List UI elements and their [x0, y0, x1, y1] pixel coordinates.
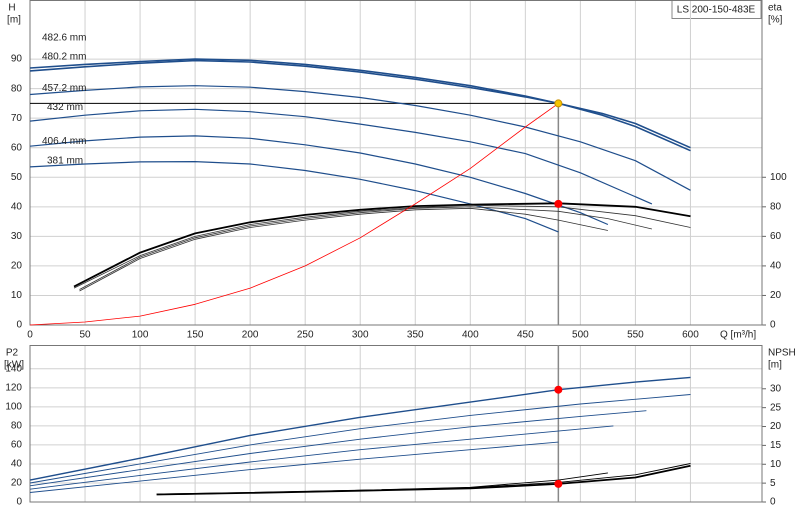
curve [29, 108, 653, 205]
curve-label: 406.4 mm [42, 136, 86, 147]
x-tick-label: 500 [572, 330, 589, 341]
curve [73, 204, 691, 289]
y2-tick-label: 80 [770, 201, 782, 212]
y2-axis-unit: [%] [768, 15, 783, 26]
y-tick-label: 0 [16, 497, 22, 508]
x-tick-label: 100 [132, 330, 149, 341]
curve [29, 59, 691, 152]
x-tick-label: 450 [517, 330, 534, 341]
y-tick-label: 140 [5, 363, 22, 374]
curve-label: 381 mm [47, 156, 83, 167]
curve-label: 480.2 mm [42, 52, 86, 63]
y-tick-label: 40 [11, 201, 23, 212]
x-tick-label: 0 [27, 330, 33, 341]
y2-tick-label: 0 [770, 320, 776, 331]
curve [29, 85, 691, 191]
y-tick-label: 80 [11, 421, 23, 432]
operating-point [554, 479, 563, 488]
y-tick-label: 40 [11, 459, 23, 470]
operating-point [554, 199, 563, 208]
y-tick-label: 60 [11, 142, 23, 153]
y2-axis-label: eta [768, 3, 782, 14]
plot-frame [29, 345, 763, 503]
y2-axis-unit: [m] [768, 360, 782, 371]
y2-axis-label: NPSH [768, 348, 796, 359]
x-tick-label: 300 [352, 330, 369, 341]
model-label: LS 200-150-483E [677, 5, 756, 16]
y2-tick-label: 0 [770, 497, 776, 508]
y-tick-label: 60 [11, 440, 23, 451]
y2-tick-label: 60 [770, 231, 782, 242]
y-axis-unit: [m] [7, 15, 21, 26]
y-tick-label: 20 [11, 478, 23, 489]
operating-point [554, 385, 563, 394]
y-tick-label: 100 [5, 401, 22, 412]
y2-tick-label: 40 [770, 261, 782, 272]
plot-frame [29, 0, 763, 326]
x-tick-label: 200 [242, 330, 259, 341]
y-tick-label: 20 [11, 261, 23, 272]
y2-tick-label: 5 [770, 478, 776, 489]
x-axis-label: Q [m³/h] [720, 330, 756, 341]
y-axis-label: P2 [6, 348, 19, 359]
y2-tick-label: 20 [770, 290, 782, 301]
x-tick-label: 400 [462, 330, 479, 341]
curve [73, 202, 691, 288]
x-tick-label: 600 [682, 330, 699, 341]
curve [29, 58, 691, 149]
y-tick-label: 50 [11, 172, 23, 183]
y-tick-label: 70 [11, 113, 23, 124]
x-tick-label: 150 [187, 330, 204, 341]
y2-tick-label: 30 [770, 383, 782, 394]
operating-point [554, 99, 563, 108]
curve [29, 410, 647, 487]
curve [79, 207, 608, 292]
y-tick-label: 80 [11, 83, 23, 94]
y2-tick-label: 15 [770, 440, 782, 451]
y-axis-label: H [8, 3, 15, 14]
y-tick-label: 10 [11, 290, 23, 301]
x-tick-label: 50 [79, 330, 91, 341]
x-tick-label: 250 [297, 330, 314, 341]
y2-tick-label: 25 [770, 402, 782, 413]
curve-label: 482.6 mm [42, 33, 86, 44]
curve-label: 457.2 mm [42, 83, 86, 94]
y2-tick-label: 10 [770, 459, 782, 470]
curve-label: 432 mm [47, 102, 83, 113]
y-tick-label: 0 [16, 320, 22, 331]
y-tick-label: 30 [11, 231, 23, 242]
x-tick-label: 350 [407, 330, 424, 341]
curve [79, 206, 652, 290]
curve [29, 376, 691, 481]
curve [173, 472, 608, 495]
y-axis-unit: [kW] [4, 360, 24, 371]
curve [29, 103, 559, 326]
curve [29, 161, 559, 233]
curve [29, 441, 559, 493]
curve [29, 135, 609, 226]
y-tick-label: 120 [5, 382, 22, 393]
curve [29, 425, 614, 490]
curve [29, 394, 691, 484]
y2-tick-label: 100 [770, 172, 787, 183]
x-tick-label: 550 [627, 330, 644, 341]
y2-tick-label: 20 [770, 421, 782, 432]
y-tick-label: 90 [11, 54, 23, 65]
